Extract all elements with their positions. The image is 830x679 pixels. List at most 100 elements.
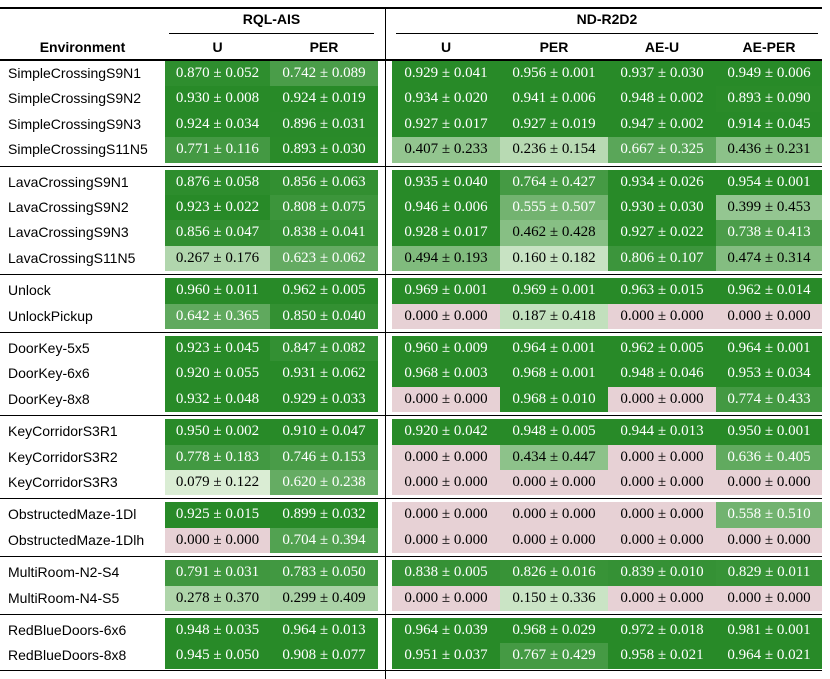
- score-cell: 0.738 ± 0.413: [716, 220, 822, 246]
- environment-header: Environment: [39, 39, 126, 55]
- score-cell: 0.000 ± 0.000: [392, 303, 500, 329]
- environment-name: KeyCorridorS3R2: [8, 448, 118, 465]
- score-cell: 0.829 ± 0.011: [716, 560, 822, 586]
- score-cell: 0.927 ± 0.017: [392, 111, 500, 138]
- environment-name: DoorKey-8x8: [8, 390, 90, 407]
- group-rule: [396, 33, 818, 34]
- score-cell: 0.937 ± 0.030: [608, 61, 716, 87]
- score-cell: 0.968 ± 0.029: [500, 618, 608, 644]
- score-cell: 0.850 ± 0.040: [270, 303, 378, 329]
- score-cell: 0.558 ± 0.510: [716, 502, 822, 528]
- score-cell: 0.278 ± 0.370: [165, 585, 270, 611]
- score-cell: 0.870 ± 0.052: [165, 61, 270, 87]
- score-cell: 0.778 ± 0.183: [165, 444, 270, 470]
- score-cell: 0.969 ± 0.001: [500, 278, 608, 304]
- score-cell: 0.000 ± 0.000: [608, 527, 716, 554]
- score-cell: 0.924 ± 0.019: [270, 86, 378, 112]
- score-cell: 0.960 ± 0.009: [392, 336, 500, 362]
- score-cell: 0.000 ± 0.000: [392, 585, 500, 611]
- column-header: AE-PER: [742, 39, 796, 55]
- environment-name: DoorKey-6x6: [8, 365, 90, 382]
- environment-name: Unlock: [8, 282, 51, 299]
- score-cell: 0.000 ± 0.000: [165, 527, 270, 554]
- score-cell: 0.150 ± 0.336: [500, 585, 608, 611]
- score-cell: 0.000 ± 0.000: [500, 527, 608, 554]
- score-cell: 0.924 ± 0.034: [165, 111, 270, 138]
- group-separator: [0, 332, 822, 333]
- score-cell: 0.960 ± 0.011: [165, 278, 270, 304]
- score-cell: 0.236 ± 0.154: [500, 137, 608, 163]
- score-cell: 0.972 ± 0.018: [608, 618, 716, 644]
- score-cell: 0.462 ± 0.428: [500, 220, 608, 246]
- score-cell: 0.856 ± 0.063: [270, 169, 378, 195]
- score-cell: 0.838 ± 0.041: [270, 220, 378, 246]
- score-cell: 0.764 ± 0.427: [500, 169, 608, 195]
- score-cell: 0.187 ± 0.418: [500, 303, 608, 329]
- score-cell: 0.000 ± 0.000: [716, 470, 822, 496]
- score-cell: 0.964 ± 0.021: [716, 643, 822, 669]
- score-cell: 0.981 ± 0.001: [716, 618, 822, 644]
- score-cell: 0.623 ± 0.062: [270, 245, 378, 272]
- score-cell: 0.079 ± 0.122: [165, 470, 270, 496]
- score-cell: 0.958 ± 0.021: [608, 643, 716, 669]
- score-cell: 0.923 ± 0.045: [165, 336, 270, 362]
- environment-name: SimpleCrossingS9N1: [8, 65, 142, 81]
- score-cell: 0.934 ± 0.020: [392, 86, 500, 112]
- score-cell: 0.947 ± 0.002: [608, 111, 716, 138]
- score-cell: 0.908 ± 0.077: [270, 643, 378, 669]
- score-cell: 0.791 ± 0.031: [165, 560, 270, 586]
- score-cell: 0.407 ± 0.233: [392, 137, 500, 163]
- score-cell: 0.941 ± 0.006: [500, 86, 608, 112]
- environment-name: MultiRoom-N2-S4: [8, 564, 120, 581]
- score-cell: 0.000 ± 0.000: [716, 585, 822, 611]
- score-cell: 0.847 ± 0.082: [270, 336, 378, 362]
- score-cell: 0.494 ± 0.193: [392, 245, 500, 272]
- score-cell: 0.000 ± 0.000: [392, 527, 500, 554]
- environment-name: ObstructedMaze-1Dl: [8, 506, 137, 523]
- score-cell: 0.968 ± 0.010: [500, 386, 608, 413]
- score-cell: 0.927 ± 0.022: [608, 220, 716, 246]
- score-cell: 0.948 ± 0.035: [165, 618, 270, 644]
- score-cell: 0.920 ± 0.042: [392, 419, 500, 445]
- score-cell: 0.962 ± 0.014: [716, 278, 822, 304]
- score-cell: 0.969 ± 0.001: [392, 278, 500, 304]
- environment-name: MultiRoom-N4-S5: [8, 589, 120, 606]
- score-cell: 0.927 ± 0.019: [500, 111, 608, 138]
- score-cell: 0.950 ± 0.001: [716, 419, 822, 445]
- score-cell: 0.000 ± 0.000: [608, 386, 716, 413]
- score-cell: 0.000 ± 0.000: [716, 303, 822, 329]
- environment-name: SimpleCrossingS11N5: [8, 141, 148, 158]
- score-cell: 0.928 ± 0.017: [392, 220, 500, 246]
- group-separator: [0, 614, 822, 615]
- score-cell: 0.876 ± 0.058: [165, 169, 270, 195]
- group-separator: [0, 415, 822, 416]
- score-cell: 0.771 ± 0.116: [165, 137, 270, 163]
- score-cell: 0.000 ± 0.000: [608, 502, 716, 528]
- score-cell: 0.746 ± 0.153: [270, 444, 378, 470]
- score-cell: 0.896 ± 0.031: [270, 111, 378, 138]
- environment-name: SimpleCrossingS9N2: [8, 90, 142, 107]
- environment-name: RedBlueDoors-8x8: [8, 647, 127, 664]
- score-cell: 0.783 ± 0.050: [270, 560, 378, 586]
- score-cell: 0.704 ± 0.394: [270, 527, 378, 554]
- environment-name: RedBlueDoors-6x6: [8, 622, 127, 638]
- score-cell: 0.642 ± 0.365: [165, 303, 270, 329]
- column-header: U: [440, 39, 452, 55]
- score-cell: 0.953 ± 0.034: [716, 361, 822, 387]
- score-cell: 0.910 ± 0.047: [270, 419, 378, 445]
- score-cell: 0.839 ± 0.010: [608, 560, 716, 586]
- bottom-rule: [0, 669, 822, 672]
- score-cell: 0.160 ± 0.182: [500, 245, 608, 272]
- environment-name: ObstructedMaze-1Dlh: [8, 531, 145, 548]
- score-cell: 0.434 ± 0.447: [500, 444, 608, 470]
- group-title: ND-R2D2: [576, 11, 638, 27]
- score-cell: 0.893 ± 0.030: [270, 137, 378, 163]
- score-cell: 0.000 ± 0.000: [392, 470, 500, 496]
- score-cell: 0.774 ± 0.433: [716, 386, 822, 413]
- group-separator: [0, 498, 822, 500]
- score-cell: 0.935 ± 0.040: [392, 169, 500, 195]
- score-cell: 0.950 ± 0.002: [165, 419, 270, 445]
- score-cell: 0.000 ± 0.000: [392, 502, 500, 528]
- group-separator: [0, 274, 822, 275]
